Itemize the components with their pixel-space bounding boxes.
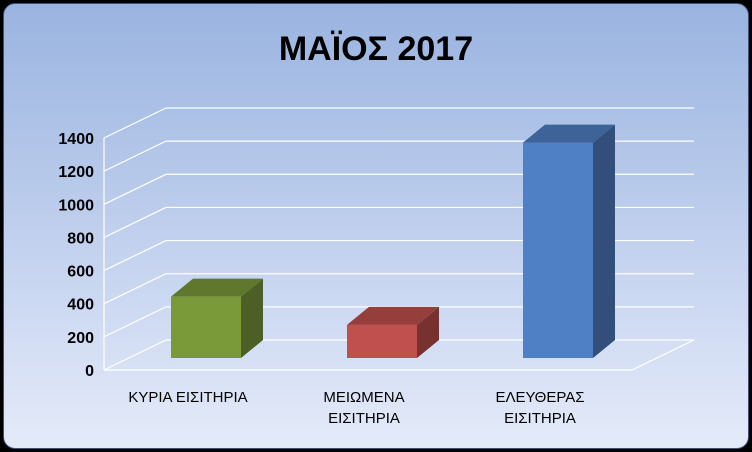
y-tick-label: 1000 [58, 197, 94, 214]
x-tick-label: ΕΛΕΥΘΕΡΑΣ ΕΙΣΙΤΗΡΙΑ [495, 389, 584, 427]
bar [523, 124, 615, 358]
chart-frame: ΜΑΪΟΣ 2017 0 200 400 600 800 1000 1200 1400 ΚΥΡ… [3, 3, 749, 449]
gridline-side [103, 173, 167, 205]
gridline-side [103, 206, 167, 238]
bar-front-face [523, 142, 593, 358]
x-tick-label: ΚΥΡΙΑ ΕΙΣΙΤΗΡΙΑ [128, 389, 247, 406]
y-tick-label: 600 [67, 264, 94, 281]
chart-svg: ΜΑΪΟΣ 2017 0 200 400 600 800 1000 1200 1400 ΚΥΡ… [58, 30, 695, 427]
bar-layer [171, 124, 615, 358]
label-layer: ΚΥΡΙΑ ΕΙΣΙΤΗΡΙΑ ΜΕΙΩΜΕΝΑ ΕΙΣΙΤΗΡΙΑ ΕΛΕΥΘΕΡΑ… [128, 389, 584, 427]
floor-right-edge [631, 339, 695, 371]
y-tick-label: 0 [85, 363, 94, 380]
y-tick-label: 1400 [58, 131, 94, 148]
bar-front-face [171, 296, 241, 358]
bar [171, 278, 263, 358]
y-tick-label: 400 [67, 297, 94, 314]
bar-side-face [241, 278, 263, 358]
gridline-side [103, 273, 167, 305]
gridline-side [103, 140, 167, 172]
y-tick-label: 800 [67, 230, 94, 247]
bar-side-face [593, 124, 615, 358]
gridline-side [103, 107, 167, 139]
bar-front-face [347, 324, 417, 358]
axis-layer: 0 200 400 600 800 1000 1200 1400 [58, 131, 105, 380]
gridline-side [103, 240, 167, 272]
gridline-side [103, 306, 167, 338]
gridline-side [103, 339, 167, 371]
bar [347, 306, 439, 358]
x-tick-label: ΜΕΙΩΜΕΝΑ ΕΙΣΙΤΗΡΙΑ [323, 389, 404, 427]
y-tick-label: 1200 [58, 164, 94, 181]
chart-title: ΜΑΪΟΣ 2017 [279, 30, 473, 68]
bar-side-face [417, 306, 439, 358]
bar-top-face [347, 306, 439, 325]
y-tick-label: 200 [67, 330, 94, 347]
bar-top-face [523, 124, 615, 143]
bar-top-face [171, 278, 263, 297]
